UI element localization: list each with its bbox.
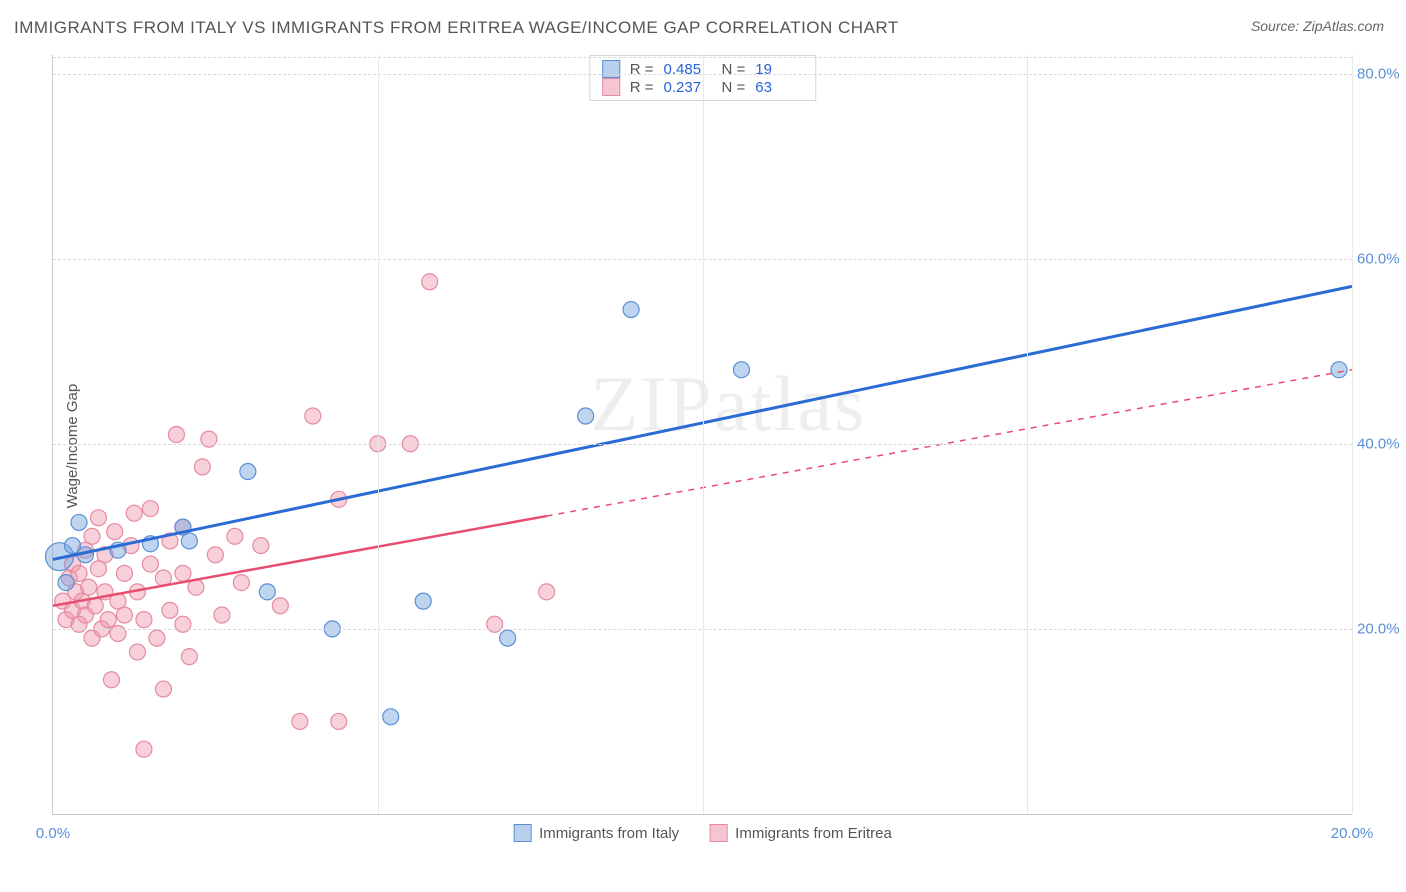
scatter-point xyxy=(539,584,555,600)
n-value-italy: 19 xyxy=(755,61,803,78)
swatch-eritrea xyxy=(602,78,620,96)
r-value-italy: 0.485 xyxy=(664,61,712,78)
n-label: N = xyxy=(722,61,746,78)
n-label: N = xyxy=(722,79,746,96)
swatch-eritrea xyxy=(709,824,727,842)
scatter-point xyxy=(422,274,438,290)
legend-label-eritrea: Immigrants from Eritrea xyxy=(735,825,892,842)
scatter-point xyxy=(331,713,347,729)
scatter-point xyxy=(71,514,87,530)
y-tick-label: 20.0% xyxy=(1357,620,1406,637)
x-tick-label: 0.0% xyxy=(36,825,70,842)
scatter-point xyxy=(136,741,152,757)
scatter-point xyxy=(733,362,749,378)
scatter-point xyxy=(116,607,132,623)
regression-line-solid xyxy=(53,516,547,606)
scatter-point xyxy=(136,612,152,628)
n-value-eritrea: 63 xyxy=(755,79,803,96)
scatter-point xyxy=(149,630,165,646)
x-tick-label: 20.0% xyxy=(1331,825,1374,842)
scatter-point xyxy=(100,612,116,628)
swatch-italy xyxy=(513,824,531,842)
chart-container: IMMIGRANTS FROM ITALY VS IMMIGRANTS FROM… xyxy=(0,0,1406,892)
scatter-point xyxy=(259,584,275,600)
scatter-point xyxy=(90,510,106,526)
scatter-point xyxy=(168,427,184,443)
scatter-point xyxy=(142,556,158,572)
chart-title: IMMIGRANTS FROM ITALY VS IMMIGRANTS FROM… xyxy=(14,18,899,38)
scatter-point xyxy=(233,575,249,591)
scatter-point xyxy=(64,538,80,554)
scatter-point xyxy=(500,630,516,646)
scatter-point xyxy=(292,713,308,729)
legend-label-italy: Immigrants from Italy xyxy=(539,825,679,842)
scatter-point xyxy=(81,579,97,595)
scatter-point xyxy=(207,547,223,563)
source-attribution: Source: ZipAtlas.com xyxy=(1251,18,1384,34)
scatter-point xyxy=(175,565,191,581)
y-tick-label: 60.0% xyxy=(1357,250,1406,267)
scatter-point xyxy=(58,575,74,591)
scatter-point xyxy=(162,602,178,618)
scatter-point xyxy=(383,709,399,725)
legend-item-eritrea: Immigrants from Eritrea xyxy=(709,824,892,842)
scatter-point xyxy=(181,533,197,549)
y-tick-label: 40.0% xyxy=(1357,435,1406,452)
r-label: R = xyxy=(630,79,654,96)
swatch-italy xyxy=(602,60,620,78)
y-tick-label: 80.0% xyxy=(1357,65,1406,82)
scatter-point xyxy=(1331,362,1347,378)
source-value: ZipAtlas.com xyxy=(1303,18,1384,34)
legend-item-italy: Immigrants from Italy xyxy=(513,824,679,842)
scatter-point xyxy=(116,565,132,581)
scatter-point xyxy=(253,538,269,554)
scatter-point xyxy=(194,459,210,475)
r-label: R = xyxy=(630,61,654,78)
scatter-point xyxy=(181,649,197,665)
scatter-point xyxy=(103,672,119,688)
scatter-point xyxy=(214,607,230,623)
scatter-point xyxy=(142,501,158,517)
scatter-point xyxy=(155,681,171,697)
scatter-point xyxy=(305,408,321,424)
scatter-point xyxy=(578,408,594,424)
scatter-point xyxy=(129,644,145,660)
scatter-point xyxy=(107,524,123,540)
r-value-eritrea: 0.237 xyxy=(664,79,712,96)
scatter-point xyxy=(623,302,639,318)
scatter-point xyxy=(415,593,431,609)
scatter-point xyxy=(227,528,243,544)
plot-area: ZIPatlas R = 0.485 N = 19 R = 0.237 N = … xyxy=(52,55,1352,815)
scatter-point xyxy=(126,505,142,521)
bottom-legend: Immigrants from Italy Immigrants from Er… xyxy=(513,824,892,842)
scatter-point xyxy=(84,528,100,544)
source-label: Source: xyxy=(1251,18,1303,34)
scatter-point xyxy=(272,598,288,614)
scatter-point xyxy=(240,464,256,480)
